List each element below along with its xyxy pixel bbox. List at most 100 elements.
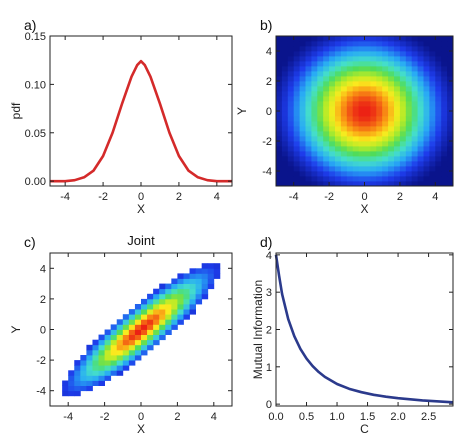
heatmap-cell — [128, 309, 136, 315]
heatmap-cell — [441, 111, 448, 117]
heatmap-cell — [293, 156, 300, 162]
heatmap-cell — [116, 365, 124, 371]
heatmap-cell — [340, 76, 348, 82]
heatmap-cell — [405, 106, 413, 112]
heatmap-cell — [376, 146, 383, 152]
heatmap-cell — [370, 56, 377, 62]
heatmap-cell — [323, 81, 330, 87]
heatmap-cell — [358, 176, 365, 182]
heatmap-cell — [305, 171, 312, 177]
heatmap-cell — [447, 86, 454, 92]
heatmap-cell — [311, 181, 318, 187]
y-tick-label: 0.15 — [25, 31, 46, 43]
heatmap-cell — [394, 96, 401, 102]
heatmap-cell — [364, 96, 371, 102]
heatmap-cell — [388, 141, 395, 147]
heatmap-cell — [104, 360, 112, 366]
heatmap-cell — [370, 46, 377, 52]
heatmap-cell — [299, 96, 306, 102]
heatmap-cell — [276, 96, 283, 102]
heatmap-cell — [388, 41, 395, 47]
heatmap-cell — [128, 360, 136, 366]
heatmap-cell — [305, 86, 312, 92]
heatmap-cell — [128, 324, 136, 330]
heatmap-cell — [394, 51, 401, 57]
heatmap-cell — [352, 56, 359, 62]
heatmap-cell — [311, 176, 318, 182]
heatmap-cell — [329, 96, 336, 102]
heatmap-cell — [441, 66, 448, 72]
heatmap-cell — [177, 319, 184, 325]
heatmap-cell — [68, 370, 75, 376]
heatmap-cell — [329, 181, 336, 187]
heatmap-cell — [411, 126, 418, 132]
heatmap-cell — [435, 166, 442, 172]
heatmap-cell — [358, 41, 365, 47]
heatmap-cell — [305, 71, 312, 77]
heatmap-cell — [370, 66, 377, 72]
heatmap-cell — [276, 86, 283, 92]
heatmap-cell — [358, 81, 365, 87]
heatmap-cell — [62, 380, 69, 386]
heatmap-cell — [86, 365, 93, 371]
heatmap-cell — [376, 141, 383, 147]
heatmap-cell — [311, 111, 318, 117]
heatmap-cell — [429, 41, 436, 47]
heatmap-cell — [441, 106, 448, 112]
heatmap-cell — [376, 136, 383, 142]
heatmap-cell — [299, 171, 306, 177]
heatmap-cell — [447, 61, 454, 67]
heatmap-cell — [305, 76, 312, 82]
heatmap-cell — [388, 91, 395, 97]
heatmap-cell — [435, 116, 442, 122]
heatmap-cell — [411, 166, 418, 172]
heatmap-cell — [435, 56, 442, 62]
heatmap-cell — [435, 151, 442, 157]
heatmap-cell — [417, 86, 424, 92]
heatmap-cell — [405, 61, 413, 67]
heatmap-cell — [299, 121, 306, 127]
heatmap-cell — [311, 46, 318, 52]
heatmap-cell — [305, 81, 312, 87]
heatmap-cell — [435, 101, 442, 107]
heatmap-cell — [305, 91, 312, 97]
heatmap-cell — [68, 390, 75, 397]
heatmap-cell — [276, 36, 283, 42]
heatmap-cell — [195, 293, 203, 300]
heatmap-cell — [399, 66, 407, 72]
heatmap-cell — [153, 304, 160, 310]
heatmap-cell — [447, 161, 454, 167]
heatmap-cell — [364, 76, 371, 82]
heatmap-cell — [287, 111, 295, 117]
heatmap-cell — [305, 96, 312, 102]
heatmap-cell — [370, 96, 377, 102]
heatmap-cell — [104, 329, 112, 335]
heatmap-cell — [382, 146, 389, 152]
heatmap-cell — [171, 283, 178, 290]
y-tick-label: 0.00 — [25, 176, 46, 188]
heatmap-cell — [417, 96, 424, 102]
x-tick-label: 0 — [138, 191, 144, 203]
heatmap-cell — [311, 146, 318, 152]
heatmap-cell — [110, 324, 118, 330]
heatmap-cell — [405, 146, 413, 152]
heatmap-cell — [352, 141, 359, 147]
heatmap-cell — [189, 309, 196, 315]
heatmap-cell — [122, 334, 130, 341]
heatmap-cell — [417, 76, 424, 82]
heatmap-cell — [340, 121, 348, 127]
heatmap-cell — [281, 111, 289, 117]
heatmap-cell — [358, 51, 365, 57]
heatmap-cell — [177, 309, 184, 315]
heatmap-cell — [441, 61, 448, 67]
heatmap-cell — [134, 355, 142, 361]
heatmap-cell — [405, 131, 413, 137]
heatmap-cell — [311, 56, 318, 62]
heatmap-cell — [329, 151, 336, 157]
heatmap-cell — [376, 76, 383, 82]
heatmap-cell — [417, 116, 424, 122]
heatmap-cell — [276, 76, 283, 82]
heatmap-cell — [441, 136, 448, 142]
heatmap-cell — [293, 91, 300, 97]
